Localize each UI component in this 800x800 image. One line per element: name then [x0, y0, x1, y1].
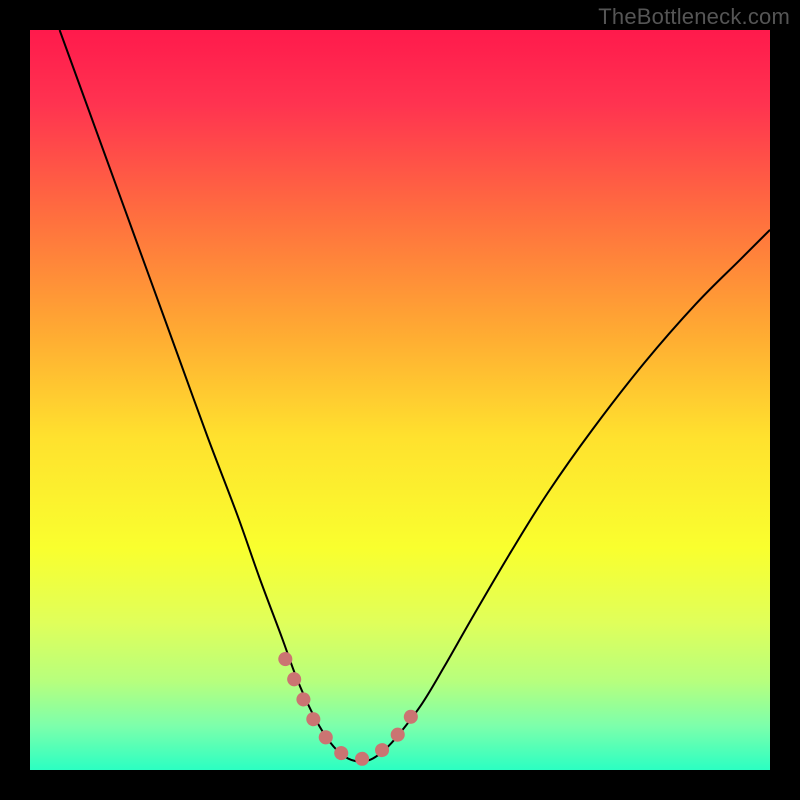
- plot-area: [30, 30, 770, 770]
- watermark-text: TheBottleneck.com: [598, 4, 790, 30]
- bottleneck-curve: [60, 30, 770, 762]
- chart-overlay: [30, 30, 770, 770]
- marker-band: [285, 659, 418, 759]
- stage: TheBottleneck.com: [0, 0, 800, 800]
